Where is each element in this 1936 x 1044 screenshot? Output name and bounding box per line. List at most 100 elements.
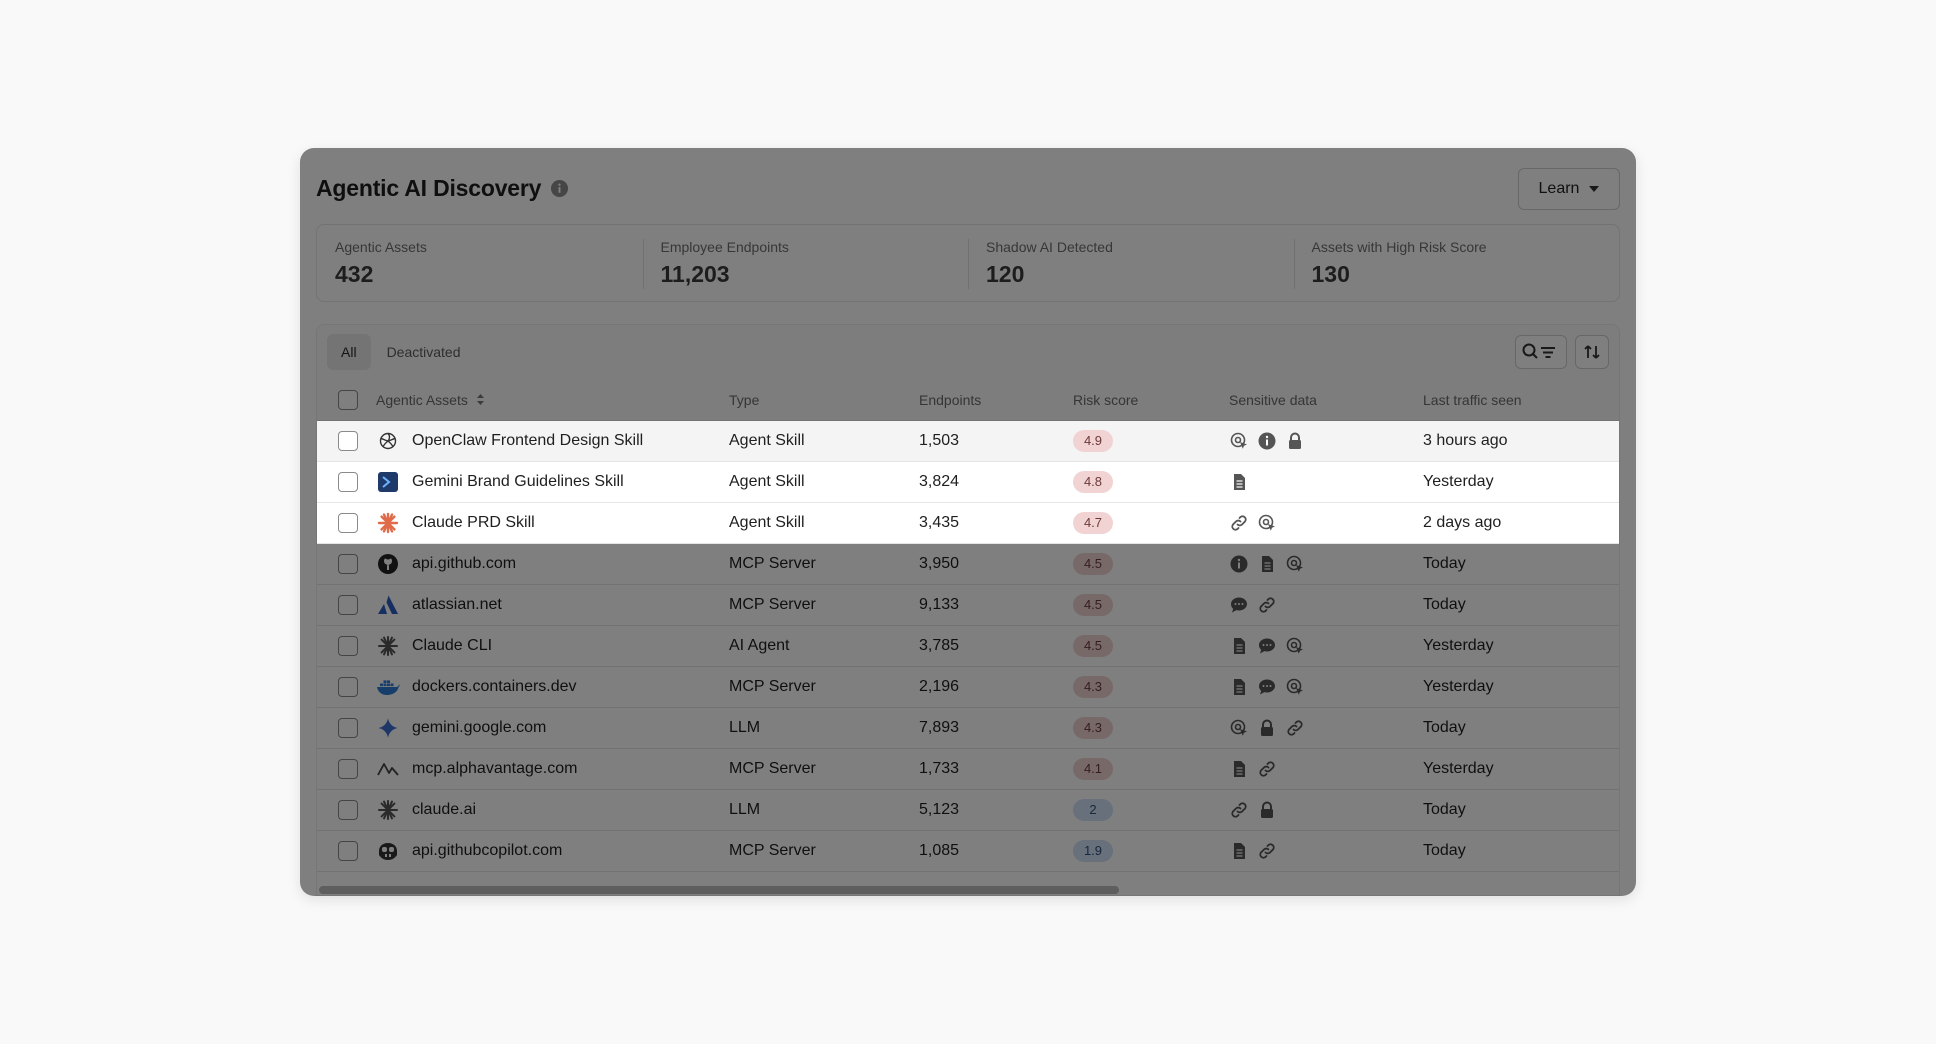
endpoint-count: 3,950	[919, 555, 960, 572]
table-row[interactable]: api.github.com MCP Server 3,950 4.5 Today	[317, 544, 1619, 585]
asset-name[interactable]: Claude CLI	[412, 637, 493, 654]
asset-name[interactable]: atlassian.net	[412, 596, 502, 613]
column-header-type[interactable]: Type	[729, 391, 760, 408]
table-row[interactable]: Claude CLI AI Agent 3,785 4.5 Yesterday	[317, 626, 1619, 667]
asset-type: Agent Skill	[729, 473, 805, 490]
table-row[interactable]: api.githubcopilot.com MCP Server 1,085 1.9 T…	[317, 831, 1619, 872]
row-checkbox[interactable]	[337, 636, 358, 656]
sensitive-data-icons	[1229, 636, 1423, 656]
asset-type: LLM	[729, 801, 761, 818]
row-checkbox[interactable]	[337, 800, 358, 820]
table-row[interactable]: dockers.containers.dev MCP Server 2,196 4.3…	[317, 667, 1619, 708]
sensitive-data-icons	[1229, 595, 1423, 615]
row-checkbox[interactable]	[337, 718, 358, 738]
column-header-label: Agentic Assets	[376, 391, 468, 408]
link-icon	[1229, 513, 1249, 533]
asset-name[interactable]: api.githubcopilot.com	[412, 842, 563, 859]
chat-icon	[1257, 677, 1277, 697]
asset-type: MCP Server	[729, 555, 816, 572]
table-row[interactable]: Claude PRD Skill Agent Skill 3,435 4.7 2 day…	[317, 503, 1619, 544]
info-icon[interactable]	[550, 179, 569, 198]
sensitive-data-icons	[1229, 677, 1423, 697]
risk-score-badge: 4.3	[1073, 717, 1113, 739]
location-icon	[1229, 718, 1249, 738]
info-icon	[1257, 431, 1277, 451]
document-icon	[1229, 759, 1249, 779]
table-row[interactable]: mcp.alphavantage.com MCP Server 1,733 4.1 Ye…	[317, 749, 1619, 790]
column-header-risk[interactable]: Risk score	[1073, 391, 1139, 408]
lock-icon	[1257, 718, 1277, 738]
table-row[interactable]: gemini.google.com LLM 7,893 4.3 Today	[317, 708, 1619, 749]
table-row[interactable]: claude.ai LLM 5,123 2 Today	[317, 790, 1619, 831]
asset-type: LLM	[729, 719, 761, 736]
location-icon	[1285, 554, 1305, 574]
asset-name[interactable]: api.github.com	[412, 555, 517, 572]
stat-value: 11,203	[660, 261, 730, 287]
info-icon	[1229, 554, 1249, 574]
endpoint-count: 9,133	[919, 596, 960, 613]
asset-name[interactable]: claude.ai	[412, 801, 477, 818]
learn-button[interactable]: Learn	[1518, 168, 1620, 210]
stats-bar: Agentic Assets 432 Employee Endpoints 11…	[316, 224, 1620, 302]
stat-shadow-ai: Shadow AI Detected 120	[968, 225, 1294, 301]
search-filter-button[interactable]	[1515, 335, 1567, 369]
column-header-endpoints[interactable]: Endpoints	[919, 391, 982, 408]
last-traffic: Today	[1423, 801, 1466, 818]
asset-name[interactable]: mcp.alphavantage.com	[412, 760, 578, 777]
scrollbar-thumb[interactable]	[319, 886, 1119, 894]
sort-arrows-icon	[476, 393, 485, 406]
row-checkbox[interactable]	[337, 759, 358, 779]
document-icon	[1229, 472, 1249, 492]
stat-value: 120	[986, 261, 1025, 287]
link-icon	[1257, 759, 1277, 779]
search-filter-icon	[1522, 343, 1555, 359]
gemini-icon	[376, 716, 400, 740]
document-icon	[1229, 677, 1249, 697]
table-row[interactable]: OpenClaw Frontend Design Skill Agent Skil…	[317, 421, 1619, 462]
last-traffic: Today	[1423, 596, 1466, 613]
tab-deactivated[interactable]: Deactivated	[386, 344, 461, 360]
row-checkbox[interactable]	[337, 554, 358, 574]
asset-name[interactable]: gemini.google.com	[412, 719, 547, 736]
table-body: OpenClaw Frontend Design Skill Agent Skil…	[317, 421, 1619, 872]
asset-name[interactable]: Claude PRD Skill	[412, 514, 535, 531]
select-all-checkbox[interactable]	[337, 389, 358, 410]
asset-name[interactable]: Gemini Brand Guidelines Skill	[412, 473, 624, 490]
tab-all[interactable]: All	[327, 334, 371, 370]
asset-name[interactable]: dockers.containers.dev	[412, 678, 577, 695]
sensitive-data-icons	[1229, 472, 1423, 492]
row-checkbox[interactable]	[337, 431, 358, 451]
sort-icon	[1584, 345, 1600, 359]
column-header-last-traffic[interactable]: Last traffic seen	[1423, 391, 1522, 408]
sort-button[interactable]	[1575, 335, 1609, 369]
row-checkbox[interactable]	[337, 595, 358, 615]
last-traffic: 2 days ago	[1423, 514, 1502, 531]
row-checkbox[interactable]	[337, 841, 358, 861]
endpoint-count: 1,085	[919, 842, 960, 859]
table-row[interactable]: Gemini Brand Guidelines Skill Agent Skill…	[317, 462, 1619, 503]
openai-icon	[376, 429, 400, 453]
row-checkbox[interactable]	[337, 677, 358, 697]
lock-icon	[1257, 800, 1277, 820]
risk-score-badge: 4.7	[1073, 512, 1113, 534]
row-checkbox[interactable]	[337, 472, 358, 492]
risk-score-badge: 4.8	[1073, 471, 1113, 493]
asset-name[interactable]: OpenClaw Frontend Design Skill	[412, 432, 644, 449]
column-header-sensitive[interactable]: Sensitive data	[1229, 391, 1317, 408]
risk-score-badge: 4.1	[1073, 758, 1113, 780]
row-checkbox[interactable]	[337, 513, 358, 533]
github-icon	[376, 552, 400, 576]
document-icon	[1257, 554, 1277, 574]
risk-score-badge: 2	[1073, 799, 1113, 821]
docker-icon	[376, 675, 400, 699]
endpoint-count: 1,503	[919, 432, 960, 449]
stat-label: Assets with High Risk Score	[1311, 239, 1487, 255]
stat-value: 130	[1311, 261, 1350, 287]
link-icon	[1257, 841, 1277, 861]
page-title: Agentic AI Discovery	[316, 174, 542, 201]
sensitive-data-icons	[1229, 718, 1423, 738]
last-traffic: Yesterday	[1423, 473, 1494, 490]
horizontal-scrollbar[interactable]	[317, 883, 1619, 895]
column-header-assets[interactable]: Agentic Assets	[376, 392, 729, 408]
table-row[interactable]: atlassian.net MCP Server 9,133 4.5 Today	[317, 585, 1619, 626]
